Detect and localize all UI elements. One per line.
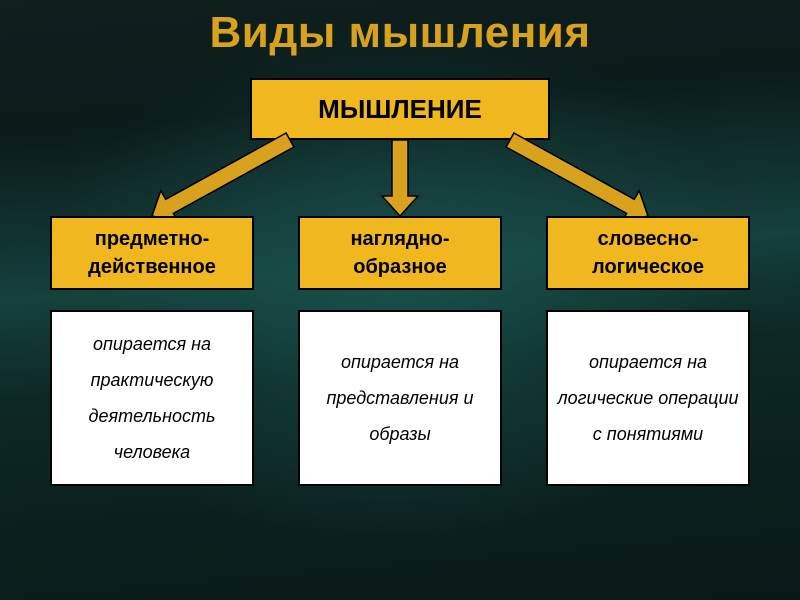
type-label-1: предметно- действенное <box>88 225 216 281</box>
arrow-left-shape <box>152 133 294 222</box>
type-label-2-line1: наглядно- <box>350 228 449 250</box>
desc-box-3: опирается на логические операции с понят… <box>546 310 750 486</box>
type-label-1-line1: предметно- <box>95 228 210 250</box>
slide-title: Виды мышления <box>0 8 800 58</box>
type-label-3-line2: логическое <box>592 256 704 278</box>
desc-text-1: опирается на практическую деятельность ч… <box>60 326 244 470</box>
arrow-right-shape <box>506 133 648 222</box>
type-box-3: словесно- логическое <box>546 216 750 290</box>
type-box-2: наглядно- образное <box>298 216 502 290</box>
type-label-1-line2: действенное <box>88 256 216 278</box>
root-label: МЫШЛЕНИЕ <box>318 94 482 125</box>
desc-text-3: опирается на логические операции с понят… <box>556 344 740 452</box>
desc-text-2: опирается на представления и образы <box>308 344 492 452</box>
type-label-3: словесно- логическое <box>592 225 704 281</box>
type-label-2: наглядно- образное <box>350 225 449 281</box>
desc-box-1: опирается на практическую деятельность ч… <box>50 310 254 486</box>
type-box-1: предметно- действенное <box>50 216 254 290</box>
root-node: МЫШЛЕНИЕ <box>250 78 550 140</box>
desc-box-2: опирается на представления и образы <box>298 310 502 486</box>
type-label-2-line2: образное <box>353 256 447 278</box>
type-label-3-line1: словесно- <box>598 228 699 250</box>
arrow-center-shape <box>382 140 418 216</box>
